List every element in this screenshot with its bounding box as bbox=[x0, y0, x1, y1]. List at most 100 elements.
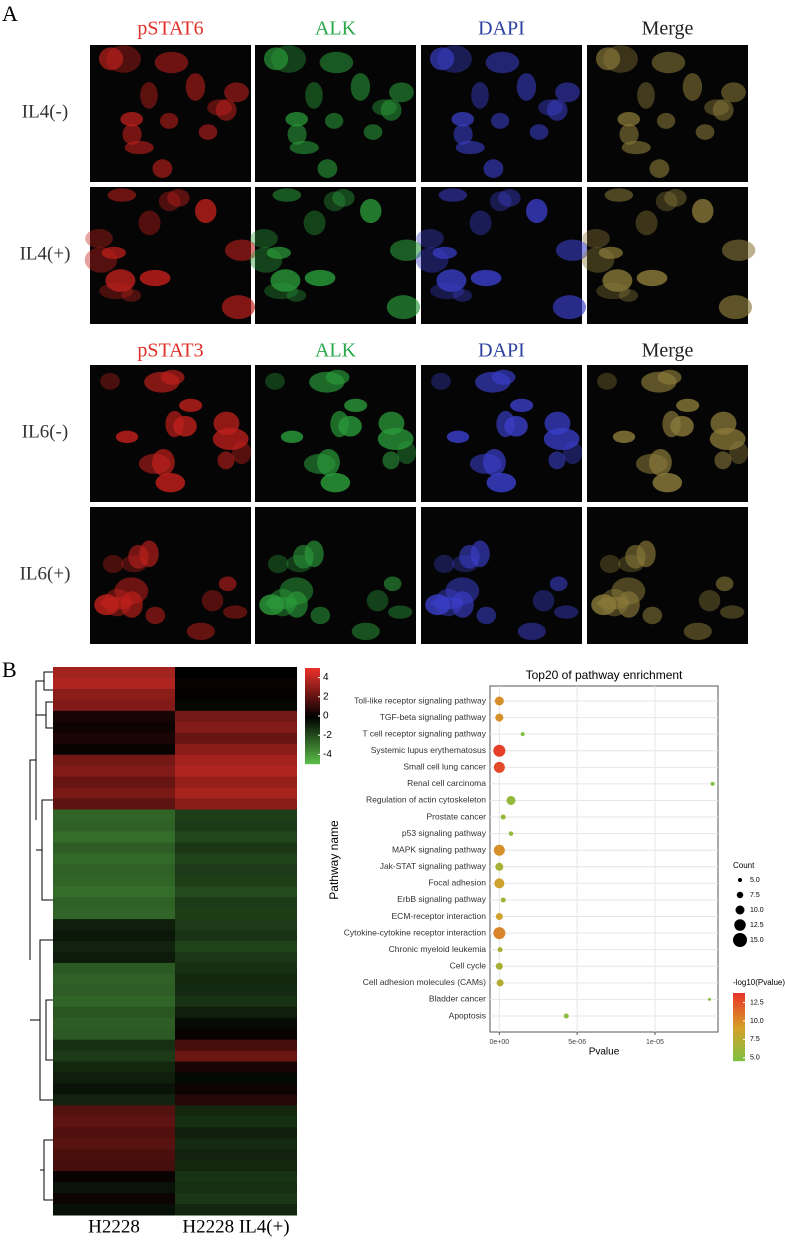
colorbar-segment bbox=[733, 1001, 745, 1004]
cell bbox=[207, 99, 232, 116]
legend-label: 12.5 bbox=[750, 999, 764, 1006]
cell bbox=[305, 81, 323, 109]
cell bbox=[304, 540, 324, 568]
colorbar-label: 0 bbox=[323, 711, 329, 722]
colorbar-segment bbox=[305, 754, 320, 757]
cell bbox=[602, 269, 633, 292]
colorbar-segment bbox=[733, 997, 745, 1000]
cell bbox=[548, 451, 566, 470]
dot bbox=[520, 732, 525, 737]
cell bbox=[469, 210, 492, 236]
y-axis-label: Pathway name bbox=[327, 820, 341, 900]
cell bbox=[431, 372, 451, 390]
heatmap-cell bbox=[53, 820, 175, 832]
cell bbox=[145, 606, 166, 625]
cell bbox=[330, 410, 349, 438]
heatmap-cell bbox=[175, 1171, 297, 1183]
cell bbox=[698, 589, 721, 612]
heatmap-cell bbox=[53, 1193, 175, 1205]
cell bbox=[555, 239, 590, 261]
legend-label: 7.5 bbox=[750, 1036, 760, 1043]
heatmap-cell bbox=[53, 831, 175, 843]
cell bbox=[139, 269, 171, 287]
cell bbox=[152, 159, 173, 178]
colorbar-segment bbox=[305, 732, 320, 735]
heatmap-cell bbox=[53, 875, 175, 887]
colorbar-segment bbox=[305, 670, 320, 673]
heatmap-cell bbox=[53, 941, 175, 953]
heatmap-cell bbox=[175, 951, 297, 964]
colorbar-segment bbox=[305, 688, 320, 691]
heatmap-cell bbox=[175, 820, 297, 832]
channel-label: Merge bbox=[642, 18, 694, 40]
colorbar-segment bbox=[305, 708, 320, 711]
colorbar-segment bbox=[733, 1049, 745, 1052]
colorbar-segment bbox=[733, 993, 745, 996]
cell bbox=[446, 430, 470, 444]
heatmap-cell bbox=[53, 710, 175, 723]
cell bbox=[120, 111, 144, 127]
cell bbox=[637, 81, 655, 109]
cell bbox=[595, 47, 621, 71]
cell bbox=[101, 246, 126, 259]
heatmap-cell bbox=[53, 787, 175, 800]
cell bbox=[712, 99, 734, 121]
heatmap-cell bbox=[175, 776, 297, 789]
cell bbox=[221, 295, 256, 320]
plot-area bbox=[489, 685, 719, 1033]
micrograph bbox=[421, 507, 582, 644]
cell bbox=[491, 369, 516, 385]
y-tick-label: Small cell lung cancer bbox=[403, 762, 486, 772]
colorbar-segment bbox=[733, 1009, 745, 1012]
heatmap-cell bbox=[53, 1094, 175, 1106]
heatmap-cell bbox=[175, 1204, 297, 1216]
cell bbox=[709, 427, 746, 451]
cell bbox=[538, 99, 563, 116]
y-tick-label: Chronic myeloid leukemia bbox=[389, 944, 487, 954]
colorbar-segment bbox=[305, 676, 320, 679]
colorbar-segment bbox=[305, 738, 320, 741]
heatmap-cell bbox=[53, 930, 175, 942]
legend-label: 5.0 bbox=[750, 877, 760, 884]
cell bbox=[265, 372, 285, 390]
y-tick-label: Apoptosis bbox=[449, 1010, 486, 1020]
colorbar-segment bbox=[305, 726, 320, 729]
cell bbox=[224, 239, 259, 261]
cell bbox=[636, 540, 656, 568]
channel-label: pSTAT6 bbox=[137, 18, 203, 40]
cell bbox=[651, 51, 686, 74]
legend-title: Count bbox=[733, 861, 755, 870]
cell bbox=[215, 99, 237, 121]
colorbar-segment bbox=[305, 672, 320, 675]
y-tick-label: ECM-receptor interaction bbox=[392, 911, 487, 921]
colorbar-segment bbox=[305, 682, 320, 685]
cell bbox=[325, 369, 350, 385]
cell bbox=[486, 473, 517, 493]
cell bbox=[635, 210, 658, 236]
panel-label: B bbox=[2, 657, 17, 682]
colorbar-segment bbox=[733, 1059, 745, 1062]
heatmap-cell bbox=[175, 842, 297, 854]
colorbar-segment bbox=[733, 1027, 745, 1030]
x-tick-label: H2228 IL4(+) bbox=[182, 1216, 289, 1237]
cell bbox=[223, 605, 248, 619]
cell bbox=[158, 191, 181, 212]
cell bbox=[516, 73, 537, 101]
heatmap-cell bbox=[53, 1050, 175, 1063]
colorbar-label: -4 bbox=[323, 749, 332, 760]
colorbar-segment bbox=[305, 692, 320, 695]
legend-dot bbox=[736, 891, 744, 899]
cell bbox=[611, 577, 646, 605]
channel-label: DAPI bbox=[478, 18, 525, 40]
y-tick-label: Cell cycle bbox=[450, 961, 487, 971]
heatmap-cell bbox=[175, 1116, 297, 1128]
cell bbox=[555, 82, 580, 103]
colorbar-label: 2 bbox=[323, 691, 329, 702]
colorbar-segment bbox=[733, 1045, 745, 1048]
colorbar-segment bbox=[733, 1047, 745, 1050]
dot bbox=[493, 927, 506, 940]
colorbar-segment bbox=[733, 1033, 745, 1036]
cell bbox=[100, 372, 120, 390]
channel-label: ALK bbox=[315, 18, 357, 40]
heatmap-cell bbox=[53, 776, 175, 789]
